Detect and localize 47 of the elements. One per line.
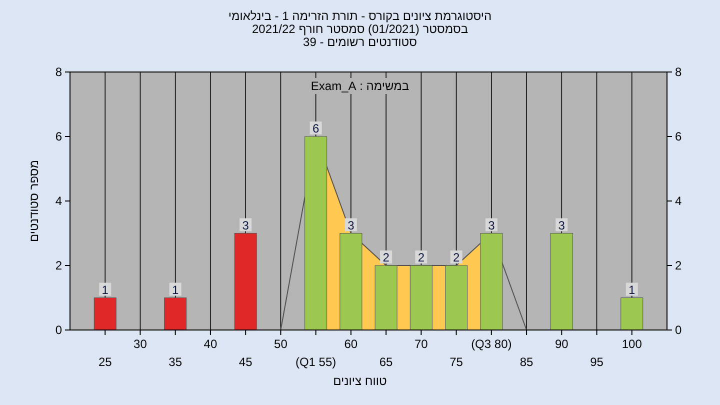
y2-tick-label: 2 xyxy=(675,258,682,272)
chart-title: היסטוגרמת ציונים בקורס - תורת הזרימה 1 - בינלאומי xyxy=(228,9,492,23)
x-tick-label: 60 xyxy=(344,337,358,351)
x-tick-label: 40 xyxy=(204,337,218,351)
x-tick-label: 70 xyxy=(414,337,428,351)
x-tick-label: 85 xyxy=(520,355,534,369)
x-tick-label: (Q3 80) xyxy=(471,337,512,351)
y-axis-title: מספר סטודנטים xyxy=(27,160,41,242)
y-tick-label: 8 xyxy=(55,65,62,79)
data-label: 2 xyxy=(452,250,460,264)
x-tick-label: 75 xyxy=(450,355,464,369)
y2-tick-label: 6 xyxy=(675,130,682,144)
data-label: 3 xyxy=(348,218,355,232)
data-label: 1 xyxy=(172,282,180,297)
x-tick-label: 100 xyxy=(622,337,642,351)
x-tick-label: 45 xyxy=(238,355,253,369)
x-tick-label: 30 xyxy=(134,337,148,351)
x-tick-label: 65 xyxy=(379,355,394,369)
annotation: במשימה : Exam_A xyxy=(310,79,410,93)
bar xyxy=(234,233,257,330)
y-tick-label: 2 xyxy=(55,258,62,272)
chart-subtitle: בסמסטר (01/2021) סמסטר חורף 2021/22 סטודנטים רשומים - 39 xyxy=(252,22,468,49)
data-label: 3 xyxy=(488,218,496,232)
x-tick-label: 50 xyxy=(274,337,288,351)
y-tick-label: 6 xyxy=(55,130,62,144)
data-label: 2 xyxy=(382,250,390,264)
data-label: 3 xyxy=(558,218,566,232)
y-tick-label: 0 xyxy=(55,323,62,337)
x-tick-label: 35 xyxy=(168,355,182,369)
y2-tick-label: 4 xyxy=(675,194,682,208)
x-tick-label: 25 xyxy=(98,355,112,369)
bar xyxy=(620,298,644,330)
y2-tick-label: 8 xyxy=(675,65,682,79)
bar xyxy=(550,233,573,330)
bar xyxy=(94,298,116,330)
data-label: 1 xyxy=(628,282,636,297)
data-label: 2 xyxy=(418,250,425,264)
x-axis-title: טווח ציונים xyxy=(333,374,388,388)
y-tick-label: 4 xyxy=(55,194,62,208)
x-tick-label: (Q1 55) xyxy=(295,355,336,369)
x-tick-label: 95 xyxy=(590,355,604,369)
data-label: 6 xyxy=(312,122,320,136)
x-tick-label: 90 xyxy=(554,337,569,351)
bar xyxy=(164,298,187,330)
data-label: 3 xyxy=(242,218,250,232)
y2-tick-label: 0 xyxy=(675,323,682,337)
data-label: 1 xyxy=(102,282,109,297)
